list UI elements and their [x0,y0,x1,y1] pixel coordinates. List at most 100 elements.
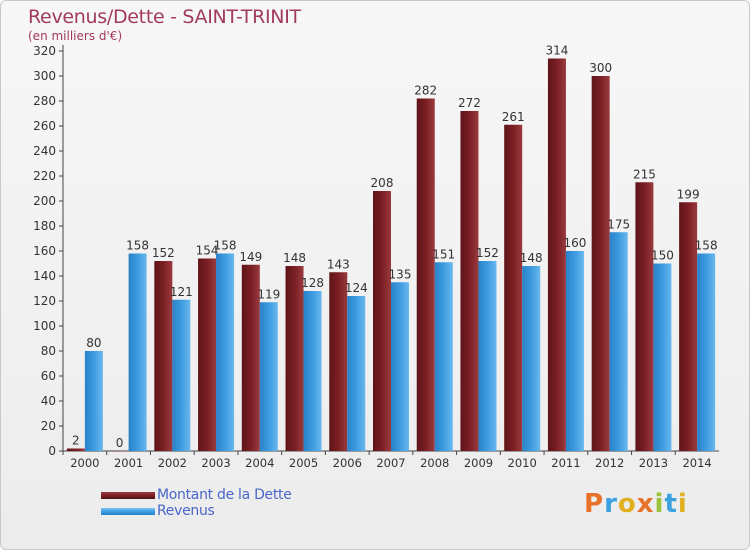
bar-dette [635,182,654,451]
data-label-dette: 282 [414,84,437,98]
data-label-dette: 199 [677,187,700,201]
bar-revenus [128,253,147,451]
data-label-revenus: 151 [432,247,455,261]
data-label-revenus: 158 [214,239,237,253]
data-label-dette: 154 [196,244,219,258]
y-tick-label: 280 [33,94,56,108]
bar-dette [110,451,129,452]
y-tick-label: 320 [33,44,56,58]
data-label-revenus: 135 [389,267,412,281]
data-label-dette: 143 [327,257,350,271]
legend-item-dette: Montant de la Dette [101,487,292,503]
bar-revenus [84,351,103,451]
data-label-dette: 2 [72,434,80,448]
bar-revenus [259,302,278,451]
x-tick-label: 2007 [376,456,405,470]
data-label-dette: 148 [283,251,306,265]
legend-swatch-revenus [101,507,155,515]
x-tick-label: 2013 [639,456,668,470]
logo-letter: i [654,489,665,519]
bar-dette [679,202,698,451]
data-label-dette: 314 [545,44,568,58]
x-tick-label: 2000 [70,456,99,470]
legend-label-dette: Montant de la Dette [157,487,292,503]
bar-revenus [434,262,453,451]
y-tick-label: 80 [41,344,56,358]
bar-dette [504,124,523,451]
y-tick-label: 240 [33,144,56,158]
data-label-revenus: 119 [257,287,280,301]
data-label-dette: 300 [589,61,612,75]
logo-letter: P [584,489,605,519]
x-tick-label: 2012 [595,456,624,470]
bar-dette [416,98,435,451]
y-tick-label: 200 [33,194,56,208]
data-label-dette: 152 [152,246,175,260]
chart-title: Revenus/Dette - SAINT-TRINIT [28,6,301,28]
data-label-dette: 261 [502,110,525,124]
x-tick-label: 2004 [245,456,274,470]
data-label-revenus: 121 [170,285,193,299]
logo-letter: i [677,489,688,519]
bar-revenus [216,253,235,451]
y-tick-label: 140 [33,269,56,283]
data-label-dette: 208 [371,176,394,190]
legend-swatch-dette [101,491,155,499]
logo-letter: r [604,489,618,519]
bar-dette [154,261,173,451]
y-tick-label: 20 [41,419,56,433]
logo-letter: t [664,489,678,519]
y-tick-label: 160 [33,244,56,258]
bar-dette [547,58,566,451]
data-label-dette: 215 [633,167,656,181]
x-tick-label: 2011 [551,456,580,470]
bar-revenus [172,299,191,451]
bar-revenus [347,296,366,451]
bar-dette [591,76,610,451]
bar-revenus [303,291,322,451]
bar-dette [198,258,217,451]
x-tick-label: 2006 [333,456,362,470]
y-tick-label: 0 [48,444,56,458]
data-label-revenus: 150 [651,249,674,263]
data-label-revenus: 152 [476,246,499,260]
x-tick-label: 2003 [201,456,230,470]
logo-letter: x [636,489,655,519]
chart-legend: Montant de la Dette Revenus [101,487,292,519]
bar-dette [285,266,304,451]
legend-label-revenus: Revenus [157,503,215,519]
legend-item-revenus: Revenus [101,503,292,519]
y-tick-label: 120 [33,294,56,308]
bar-revenus [391,282,409,451]
data-label-revenus: 124 [345,281,368,295]
bar-dette [460,111,479,451]
y-tick-label: 100 [33,319,56,333]
x-tick-label: 2010 [508,456,537,470]
bar-dette [241,264,260,451]
y-tick-label: 180 [33,219,56,233]
x-tick-label: 2001 [114,456,143,470]
bar-dette [329,272,348,451]
proxiti-logo: Proxiti [584,489,688,519]
data-label-dette: 272 [458,96,481,110]
x-tick-label: 2014 [682,456,711,470]
y-tick-label: 300 [33,69,56,83]
bar-dette [66,448,85,451]
logo-letter: o [617,489,637,519]
x-tick-label: 2009 [464,456,493,470]
data-label-revenus: 128 [301,276,324,290]
data-label-revenus: 175 [607,217,630,231]
bar-revenus [522,266,541,451]
y-tick-label: 60 [41,369,56,383]
y-tick-label: 40 [41,394,56,408]
bar-revenus [653,263,672,451]
x-tick-label: 2005 [289,456,318,470]
data-label-revenus: 148 [520,251,543,265]
bar-revenus [609,232,628,451]
data-label-revenus: 80 [86,336,101,350]
x-tick-label: 2008 [420,456,449,470]
bar-revenus [478,261,497,451]
data-label-dette: 149 [239,250,262,264]
